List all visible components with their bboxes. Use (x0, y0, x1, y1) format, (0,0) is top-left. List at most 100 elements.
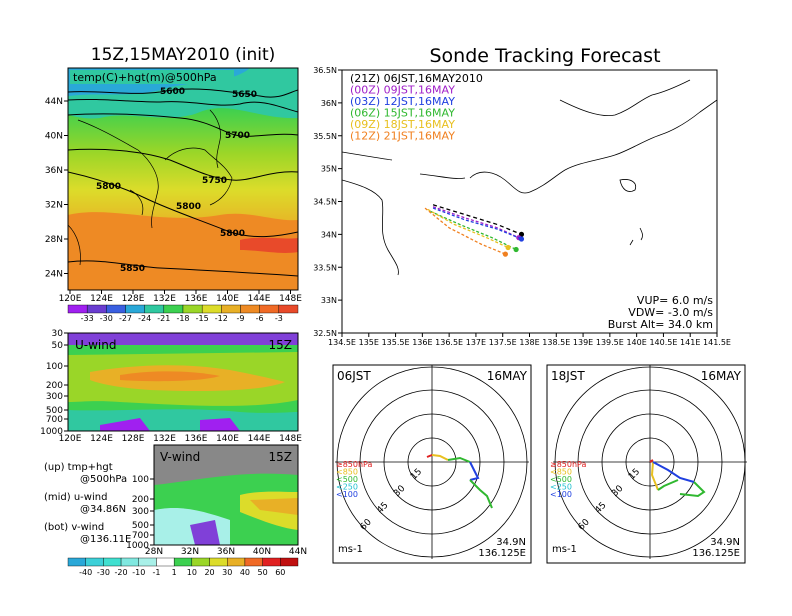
x-tick-label: 144E (248, 434, 271, 444)
map-title: 15Z,15MAY2010 (init) (91, 45, 276, 65)
hodo1-units: ms-1 (338, 544, 363, 555)
colorbar-cell (201, 304, 222, 314)
colorbar-cell (227, 557, 246, 567)
landing-point (513, 246, 519, 253)
contour-label: 5700 (225, 131, 250, 141)
x-tick-label: 28N (145, 547, 163, 557)
pressure-legend-entry: <250 (336, 483, 358, 492)
pressure-legend-entry: <850 (336, 468, 358, 477)
x-tick-label: 135E (359, 338, 379, 347)
contour-label: 5800 (96, 182, 121, 192)
hodo1-trace (426, 454, 493, 509)
hodo2-segment-250 (657, 479, 679, 491)
pressure-legend-entry: <250 (550, 483, 572, 492)
colorbar-label: -21 (157, 314, 170, 323)
colorbar-cell (259, 304, 280, 314)
colorbar-label: 1 (172, 568, 177, 577)
contour-5700 (68, 113, 298, 137)
hodo2-lat: 34.9N (710, 537, 740, 548)
y-tick-label: 1000 (40, 427, 63, 437)
hodo2-segment-500 (650, 461, 659, 491)
u-wind-label: U-wind (75, 338, 116, 352)
hodo2-units: ms-1 (552, 544, 577, 555)
v-wind-time: 15Z (269, 450, 293, 464)
colorbar-cell (86, 304, 107, 314)
hodo2-trace (649, 459, 706, 498)
map-frame (67, 67, 299, 291)
tracking-panel: Sonde Tracking Forecast (21Z) 06JST,16MA… (313, 45, 731, 347)
x-tick-label: 134.5E (328, 338, 356, 347)
tracking-legend: (21Z) 06JST,16MAY2010(00Z) 09JST,16MAY(0… (350, 72, 483, 143)
colorbar-label: -30 (97, 568, 110, 577)
x-tick-label: 124E (90, 294, 113, 304)
colorbar-cell (262, 557, 281, 567)
landing-point (505, 244, 511, 251)
note-mid-2: @34.86N (80, 504, 126, 515)
x-tick-label: 138E (519, 338, 539, 347)
tracking-x-ticks: 134.5E 135E 135.5E 136E 136.5E 137E 137.5E 138E… (328, 333, 731, 347)
colorbar-cell (173, 557, 193, 567)
tracking-frame (341, 69, 718, 334)
x-tick-label: 124E (90, 434, 113, 444)
y-tick-label: 500 (46, 406, 63, 416)
note-up-2: @500hPa (80, 474, 127, 485)
hodo1-title-right: 16MAY (487, 369, 528, 383)
u-wind-x-ticks: 120E 124E 128E 132E 136E 140E 144E 148E (59, 434, 303, 444)
x-tick-label: 136E (185, 294, 208, 304)
colorbar-label: -27 (119, 314, 132, 323)
colorbar-cell (240, 304, 260, 314)
contour-label: 5800 (176, 202, 201, 212)
x-tick-label: 138.5E (542, 338, 570, 347)
x-tick-label: 132E (153, 434, 176, 444)
track-line (432, 206, 520, 239)
x-tick-label: 139.5E (596, 338, 624, 347)
y-tick-label: 35.5N (313, 132, 337, 141)
y-tick-label: 34N (321, 230, 337, 239)
y-tick-label: 100 (46, 362, 63, 372)
y-tick-label: 36N (45, 166, 63, 176)
colorbar-label: -6 (256, 314, 264, 323)
hodo2-pressure-legend: ≥850hPa<850<500<250<100 (550, 460, 587, 499)
temperature-colorbar: -33 -30 -27 -24 -21 -18 -15 -12 -9 -6 -3 (67, 304, 299, 323)
colorbar-label: -1 (152, 568, 160, 577)
colorbar-label: 40 (240, 568, 250, 577)
y-tick-label: 700 (46, 415, 63, 425)
x-tick-label: 148E (279, 434, 302, 444)
x-tick-label: 137.5E (489, 338, 517, 347)
colorbar-label: 10 (187, 568, 197, 577)
colorbar-cell (191, 557, 210, 567)
colorbar-cell (278, 304, 299, 314)
track-line (424, 207, 506, 255)
colorbar-cell (221, 304, 241, 314)
colorbar-label: -18 (176, 314, 189, 323)
x-tick-label: 44N (289, 547, 307, 557)
x-tick-label: 140E (216, 434, 239, 444)
y-tick-label: 28N (45, 235, 63, 245)
coastline (68, 109, 233, 266)
contour-5600 (68, 88, 298, 98)
wind-colorbar: -40 -30 -20 -10 -1 1 10 20 30 40 50 60 (67, 557, 299, 577)
colorbar-cell (280, 557, 299, 567)
colorbar-label: -15 (196, 314, 209, 323)
info-vup: VUP= 6.0 m/s (637, 294, 713, 307)
x-tick-label: 132E (153, 294, 176, 304)
colorbar-label: -10 (132, 568, 145, 577)
note-bot-1: (bot) v-wind (44, 522, 104, 533)
hodo1-segment-top (469, 479, 493, 509)
side-notes: (up) tmp+hgt @500hPa (mid) u-wind @34.86… (44, 462, 131, 545)
colorbar-cell (138, 557, 157, 567)
x-tick-label: 40N (253, 547, 271, 557)
x-tick-label: 148E (279, 294, 302, 304)
u-wind-time: 15Z (269, 338, 293, 352)
y-tick-label: 300 (46, 392, 63, 402)
x-tick-label: 140E (626, 338, 646, 347)
track-line (427, 208, 509, 249)
colorbar-label: -3 (275, 314, 283, 323)
pressure-legend-entry: <850 (550, 468, 572, 477)
panel-label: temp(C)+hgt(m)@500hPa (73, 71, 217, 84)
x-tick-label: 136E (185, 434, 208, 444)
